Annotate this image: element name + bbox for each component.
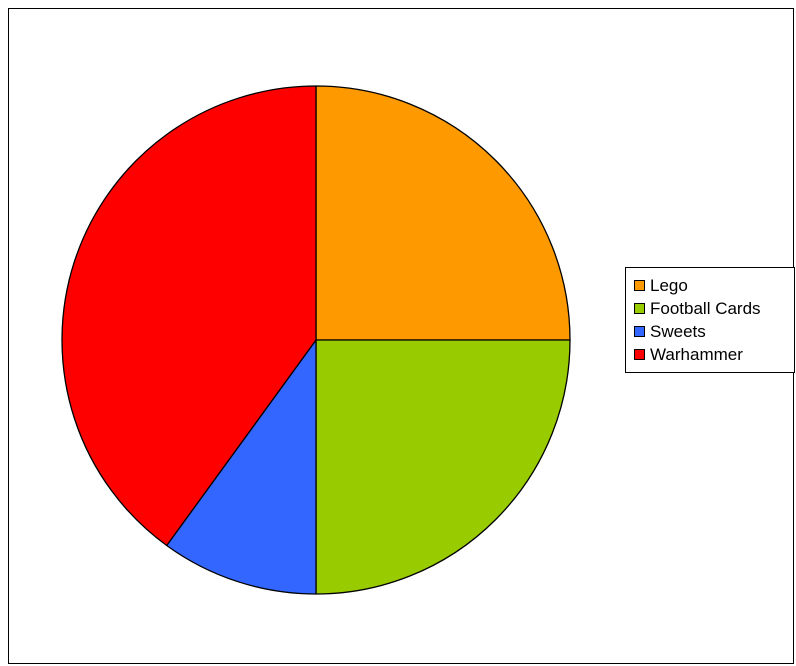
legend-swatch-football-cards — [634, 303, 645, 314]
legend-label-warhammer: Warhammer — [650, 344, 743, 364]
legend-label-lego: Lego — [650, 275, 688, 295]
legend-item-lego: Lego — [634, 274, 794, 297]
chart-area: Lego Football Cards Sweets Warhammer — [8, 8, 795, 664]
chart-legend: Lego Football Cards Sweets Warhammer — [625, 267, 795, 373]
legend-swatch-sweets — [634, 326, 645, 337]
legend-item-football-cards: Football Cards — [634, 297, 794, 320]
legend-item-sweets: Sweets — [634, 320, 794, 343]
legend-label-sweets: Sweets — [650, 321, 706, 341]
legend-item-warhammer: Warhammer — [634, 343, 794, 366]
pie-slice-lego — [315, 85, 571, 341]
pie-chart — [61, 85, 571, 595]
legend-swatch-lego — [634, 280, 645, 291]
pie-slice-football-cards — [315, 339, 571, 595]
pie-slice-sweets — [166, 339, 317, 595]
legend-label-football-cards: Football Cards — [650, 298, 761, 318]
pie-slice-warhammer — [61, 85, 317, 547]
legend-swatch-warhammer — [634, 349, 645, 360]
